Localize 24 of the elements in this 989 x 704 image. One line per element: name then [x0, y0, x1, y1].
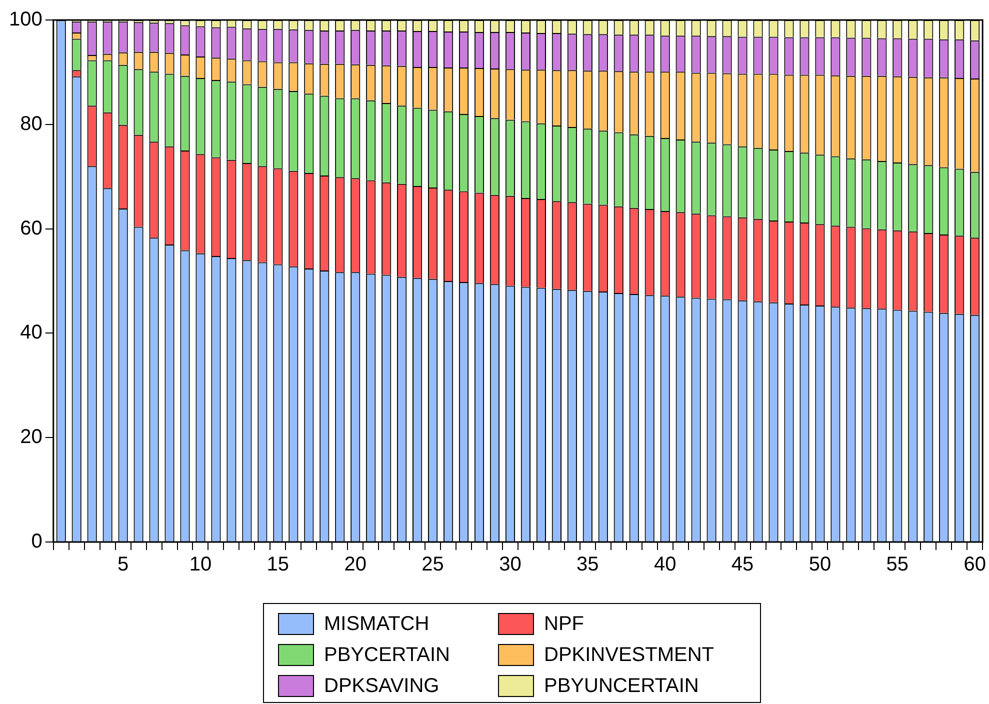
- legend-label: DPKSAVING: [324, 674, 440, 698]
- x-tick-label: 15: [266, 554, 290, 576]
- x-tick-label: 50: [808, 554, 832, 576]
- y-tick-label: 100: [8, 8, 42, 31]
- x-tick-label: 20: [344, 554, 366, 576]
- x-tick-label: 55: [886, 554, 909, 576]
- y-tick-label: 40: [20, 322, 42, 344]
- legend-label: DPKINVESTMENT: [544, 644, 714, 666]
- y-tick-label: 20: [20, 426, 42, 448]
- y-tick-label: 60: [20, 217, 42, 240]
- x-tick-label: 45: [731, 554, 754, 576]
- x-tick-label: 30: [499, 554, 522, 576]
- legend-label: MISMATCH: [324, 612, 430, 636]
- legend-label: PBYUNCERTAIN: [544, 674, 699, 698]
- legend-label: PBYCERTAIN: [324, 644, 450, 666]
- x-tick-label: 60: [964, 554, 986, 576]
- y-tick-label: 0: [31, 530, 42, 553]
- legend-label: NPF: [544, 612, 584, 636]
- x-tick-label: 5: [117, 554, 129, 576]
- y-tick-label: 80: [20, 112, 42, 135]
- x-tick-label: 35: [576, 554, 599, 576]
- x-tick-label: 25: [422, 554, 444, 576]
- x-tick-label: 40: [654, 554, 676, 576]
- x-tick-label: 10: [189, 554, 212, 576]
